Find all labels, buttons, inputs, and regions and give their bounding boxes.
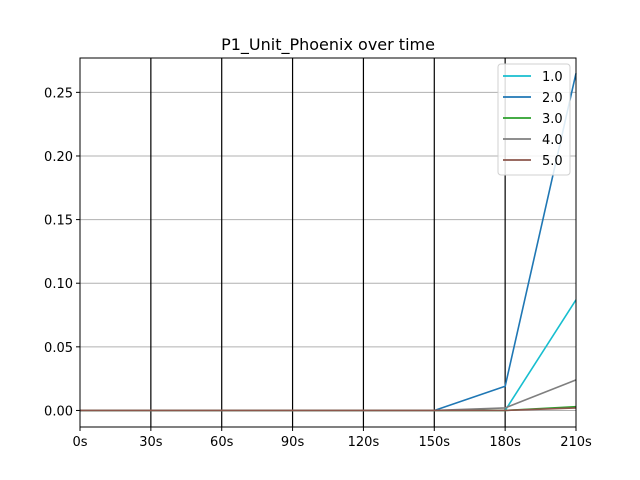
x-tick-label: 210s <box>560 435 592 450</box>
axis-ticks: 0.00 0.05 0.10 0.15 0.20 0.25 0s 30s 60s 90s 120s 1… <box>44 86 592 450</box>
x-tick-label: 30s <box>139 435 163 450</box>
series-line-5.0 <box>80 407 577 412</box>
legend-label: 3.0 <box>542 112 563 127</box>
x-tick-label: 180s <box>489 435 521 450</box>
series-line-1.0 <box>80 299 577 412</box>
x-tick-label: 60s <box>210 435 234 450</box>
x-tick-label: 150s <box>418 435 450 450</box>
legend-label: 1.0 <box>542 70 563 85</box>
legend-label: 4.0 <box>542 133 563 148</box>
y-tick-label: 0.20 <box>44 150 73 165</box>
y-tick-label: 0.10 <box>44 277 73 292</box>
x-tick-label: 90s <box>281 435 305 450</box>
y-tick-label: 0.05 <box>44 341 73 356</box>
legend-label: 2.0 <box>542 91 563 106</box>
series-line-4.0 <box>80 379 577 412</box>
x-tick-label: 0s <box>72 435 87 450</box>
legend-box <box>497 63 571 176</box>
y-tick-label: 0.25 <box>44 86 73 101</box>
y-tick-label: 0.15 <box>44 214 73 229</box>
legend: 1.0 2.0 3.0 4.0 5.0 <box>497 63 571 176</box>
legend-label: 5.0 <box>542 154 563 169</box>
x-tick-label: 120s <box>348 435 380 450</box>
series-lines <box>80 73 577 412</box>
chart-title: P1_Unit_Phoenix over time <box>221 35 435 55</box>
y-tick-label: 0.00 <box>44 404 73 419</box>
plot-frame <box>79 57 577 428</box>
